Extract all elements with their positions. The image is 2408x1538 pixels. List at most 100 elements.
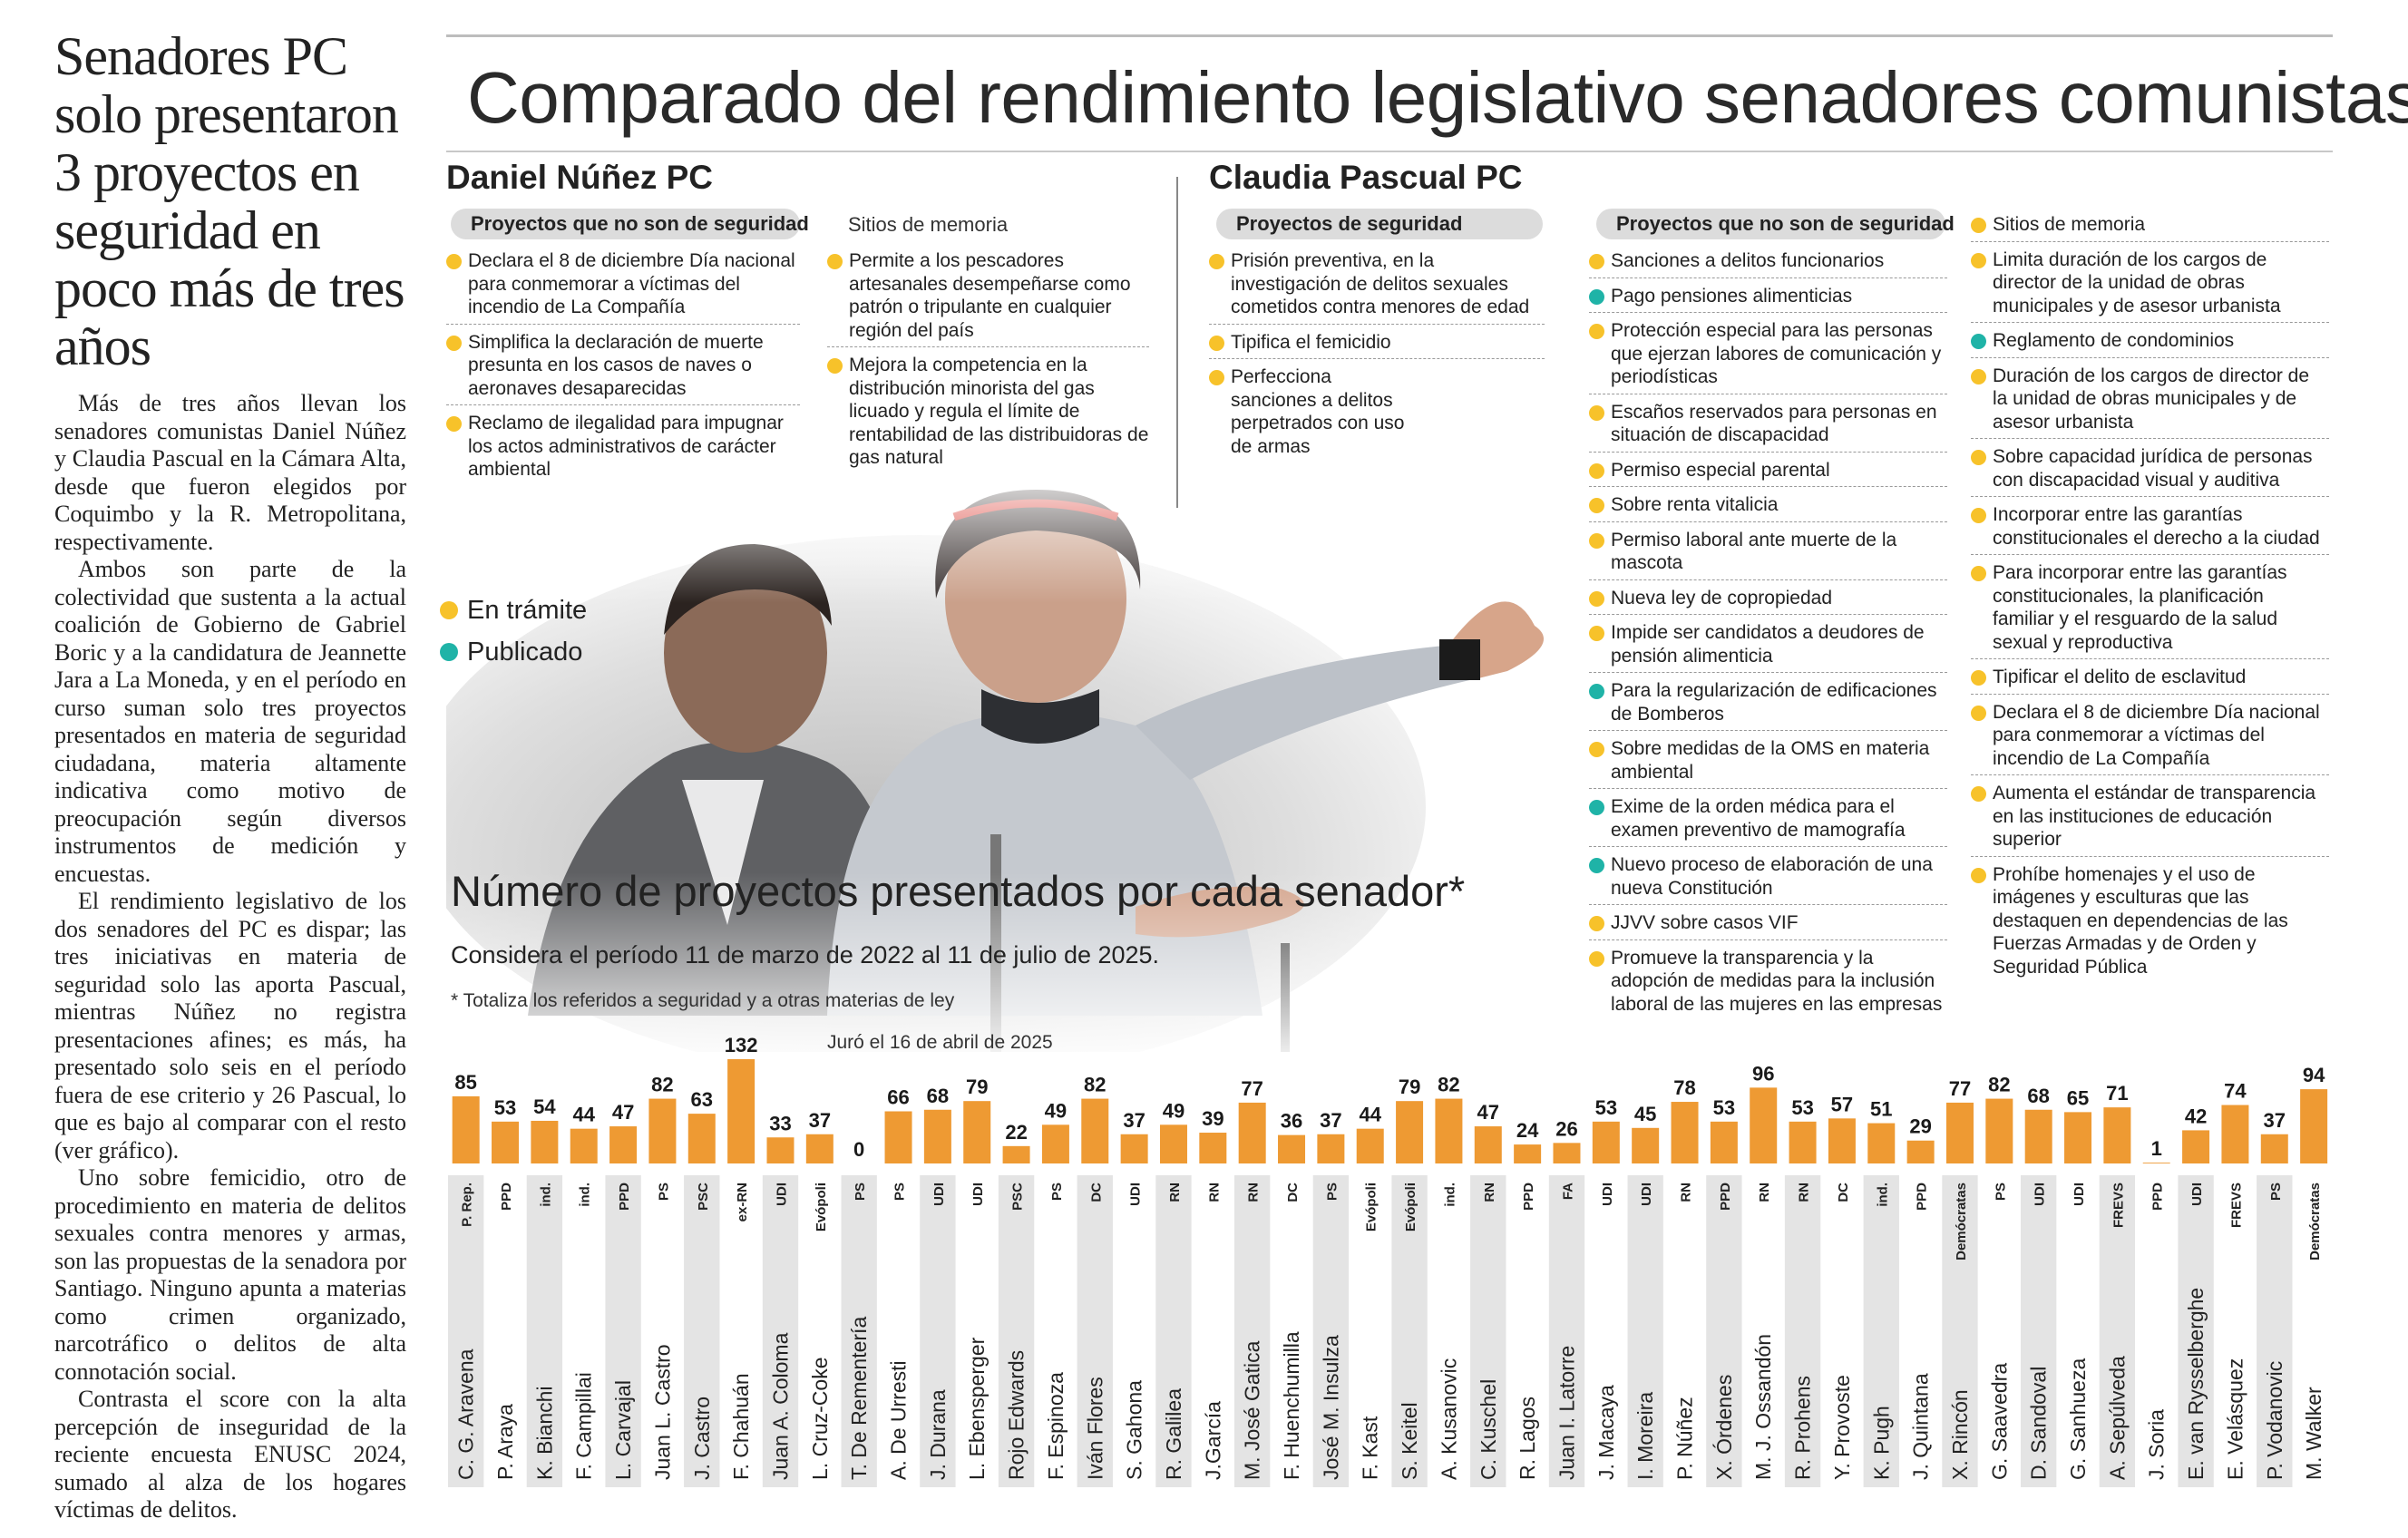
bar <box>609 1126 638 1163</box>
bar <box>805 1134 834 1163</box>
name-strip <box>1942 1175 1978 1487</box>
bar <box>1867 1123 1896 1163</box>
value-label: 57 <box>1831 1093 1853 1115</box>
list-item: Escaños reservados para personas en situ… <box>1589 401 1947 453</box>
status-dot <box>446 254 462 269</box>
value-label: 37 <box>1123 1109 1145 1132</box>
party-label: RN <box>1206 1183 1222 1202</box>
status-dot <box>1589 324 1604 339</box>
list-item: Exime de la orden médica para el examen … <box>1589 795 1947 847</box>
chart-subtitle: Considera el período 11 de marzo de 2022… <box>451 941 1160 969</box>
party-label: PSC <box>696 1183 711 1211</box>
side-paragraph: Más de tres años llevan los senadores co… <box>54 390 406 555</box>
status-dot <box>1589 498 1604 513</box>
tick-label: R. Prohens <box>1791 1376 1815 1480</box>
status-dot <box>1971 566 1986 581</box>
pascual-nonsecurity-header: Proyectos que no son de seguridad <box>1596 209 1955 239</box>
party-label: RN <box>1482 1183 1497 1202</box>
bar <box>1396 1101 1424 1163</box>
status-dot <box>1971 867 1986 883</box>
value-label: 63 <box>691 1088 713 1111</box>
party-label: UDI <box>2072 1183 2087 1206</box>
value-label: 47 <box>612 1101 634 1124</box>
list-item: Nueva ley de copropiedad <box>1589 587 1947 615</box>
party-label: UDI <box>774 1183 789 1206</box>
legend-tramite: En trámite <box>440 589 587 631</box>
list-item: Impide ser candidatos a deudores de pens… <box>1589 621 1947 673</box>
senator-name-nunez: Daniel Núñez PC <box>446 159 713 196</box>
list-item: Simplifica la declaración de muerte pres… <box>446 331 800 405</box>
value-label: 45 <box>1634 1103 1656 1125</box>
bar <box>1435 1098 1463 1163</box>
tick-label: D. Sandoval <box>2027 1367 2051 1480</box>
publicado-dot-icon <box>440 643 458 661</box>
tick-label: M. José Gatica <box>1241 1340 1264 1480</box>
bar <box>1081 1098 1109 1163</box>
value-label: 66 <box>887 1086 909 1109</box>
value-label: 24 <box>1516 1119 1539 1142</box>
bar <box>1985 1098 2013 1163</box>
status-dot <box>1971 368 1986 384</box>
party-label: FREVS <box>2111 1183 2126 1228</box>
list-item: Permiso especial parental <box>1589 459 1947 487</box>
tick-label: K. Pugh <box>1869 1406 1893 1480</box>
bar <box>2221 1105 2249 1163</box>
bar <box>1356 1128 1384 1163</box>
tick-label: I. Moreira <box>1633 1392 1657 1480</box>
list-item: Pago pensiones alimenticias <box>1589 285 1947 313</box>
status-dot <box>1209 254 1224 269</box>
bar <box>1632 1127 1660 1163</box>
chart-annotation: Juró el 16 de abril de 2025 <box>827 1032 1053 1053</box>
list-item: Perfecciona sanciones a delitos perpetra… <box>1209 365 1412 462</box>
status-dot <box>1971 252 1986 268</box>
status-dot <box>1971 218 1986 233</box>
party-label: PPD <box>2150 1183 2166 1211</box>
tick-label: Iván Flores <box>1083 1377 1107 1480</box>
tick-label: José M. Insulza <box>1319 1335 1342 1480</box>
bar <box>1041 1124 1069 1163</box>
pascual-nonsecurity-list: Sanciones a delitos funcionarios Pago pen… <box>1589 249 1947 1027</box>
bar <box>1710 1121 1738 1163</box>
party-label: UDI <box>1128 1183 1144 1206</box>
party-label: PS <box>853 1183 868 1201</box>
party-label: PS <box>1324 1183 1340 1201</box>
legend-publicado: Publicado <box>440 631 587 673</box>
status-dot <box>1589 288 1604 305</box>
side-paragraph: Ambos son parte de la colectividad que s… <box>54 556 406 887</box>
value-label: 85 <box>454 1071 476 1094</box>
side-paragraph: Uno sobre femicidio, otro de procedimien… <box>54 1164 406 1385</box>
party-label: UDI <box>1600 1183 1615 1206</box>
value-label: 79 <box>1399 1076 1420 1098</box>
party-label: ind. <box>1875 1183 1890 1207</box>
status-dot <box>1589 254 1604 269</box>
name-strip <box>1234 1175 1271 1487</box>
name-strip <box>526 1175 563 1487</box>
bar <box>2260 1134 2288 1163</box>
bar <box>1238 1102 1266 1163</box>
party-label: UDI <box>970 1183 986 1206</box>
tick-label: Juan I. Latorre <box>1555 1346 1578 1480</box>
tick-label: X. Rincón <box>1948 1389 1972 1480</box>
name-strip <box>1470 1175 1506 1487</box>
list-item: Tipificar el delito de esclavitud <box>1971 666 2329 695</box>
bar <box>923 1109 951 1163</box>
tick-label: J. Durana <box>926 1389 950 1480</box>
bar <box>452 1095 480 1163</box>
party-label: Demócratas <box>1954 1183 1969 1261</box>
side-headline: Senadores PC solo presentaron 3 proyecto… <box>54 26 405 376</box>
bar <box>884 1111 912 1163</box>
bar <box>1671 1102 1699 1163</box>
tick-label: P. Núñez <box>1673 1397 1697 1480</box>
tick-label: F. Espinoza <box>1044 1372 1068 1480</box>
value-label: 94 <box>2303 1064 2325 1086</box>
tick-label: Y. Provoste <box>1830 1375 1854 1480</box>
status-dot <box>1971 705 1986 721</box>
value-label: 37 <box>2264 1109 2286 1132</box>
tick-label: S. Gahona <box>1123 1380 1146 1480</box>
bar <box>2064 1112 2092 1163</box>
status-dot <box>446 416 462 432</box>
value-label: 65 <box>2067 1086 2089 1109</box>
name-strip <box>684 1175 720 1487</box>
name-strip <box>1077 1175 1113 1487</box>
list-item: Tipifica el femicidio <box>1209 331 1545 359</box>
